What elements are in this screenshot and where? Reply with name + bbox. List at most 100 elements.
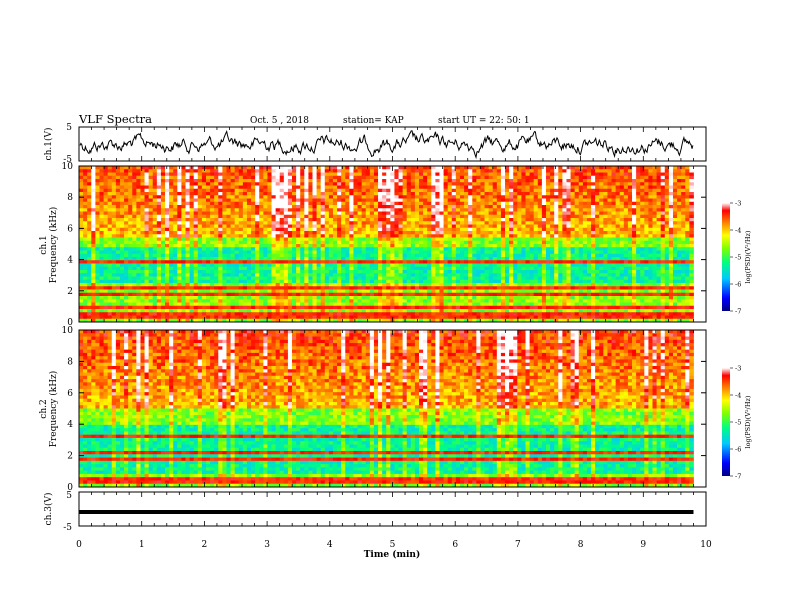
spectrogram-cell — [91, 221, 96, 225]
spectrogram-cell — [611, 172, 617, 177]
spectrogram-cell — [562, 182, 567, 186]
spectrogram-cell — [410, 188, 416, 193]
spectrogram-cell — [91, 250, 96, 255]
spectrogram-cell — [373, 179, 379, 183]
spectrogram-cell — [505, 234, 510, 238]
spectrogram-cell — [644, 260, 649, 264]
spectrogram-cell — [205, 250, 211, 255]
spectrogram-cell — [259, 227, 264, 232]
spectrogram-cell — [398, 221, 404, 225]
spectrogram-cell — [681, 208, 686, 212]
spectrogram-cell — [353, 253, 358, 258]
spectrogram-cell — [468, 208, 473, 212]
spectrogram-cell — [328, 227, 334, 232]
spectrogram-cell — [689, 247, 694, 251]
spectrogram-cell — [341, 237, 346, 242]
spectrogram-cell — [423, 195, 428, 199]
spectrogram-cell — [570, 182, 576, 186]
spectrogram-cell — [287, 172, 293, 177]
spectrogram-cell — [644, 195, 649, 199]
spectrogram-cell — [591, 253, 596, 258]
spectrogram-cell — [132, 240, 137, 245]
spectrogram-cell — [115, 273, 121, 277]
spectrogram-cell — [578, 214, 584, 219]
spectrogram-cell — [83, 270, 88, 274]
spectrogram-cell — [525, 266, 531, 271]
spectrogram-cell — [398, 253, 404, 258]
spectrogram-cell — [263, 234, 268, 238]
spectrogram-cell — [681, 182, 686, 186]
spectrogram-cell — [165, 224, 170, 229]
spectrogram-cell — [185, 198, 191, 203]
spectrogram-cell — [410, 253, 416, 258]
spectrogram-cell — [496, 201, 502, 206]
spectrogram-cell — [230, 234, 236, 238]
spectrogram-cell — [292, 201, 297, 206]
spectrogram-cell — [152, 195, 158, 199]
spectrogram-cell — [488, 172, 494, 177]
spectrogram-cell — [488, 234, 494, 238]
spectrogram-cell — [459, 257, 465, 261]
spectrogram-cell — [427, 266, 432, 271]
spectrogram-cell — [431, 270, 436, 274]
spectrogram-cell — [484, 172, 490, 177]
spectrogram-cell — [136, 172, 141, 177]
spectrogram-cell — [513, 253, 518, 258]
spectrogram-cell — [242, 211, 248, 216]
spectrogram-cell — [562, 192, 567, 196]
spectrogram-cell — [668, 188, 674, 193]
spectrogram-cell — [410, 237, 416, 242]
spectrogram-cell — [115, 175, 121, 180]
spectrogram-cell — [222, 244, 227, 248]
spectrogram-cell — [242, 221, 248, 225]
spectrogram-cell — [472, 237, 477, 242]
spectrogram-cell — [337, 179, 342, 183]
spectrogram-cell — [488, 182, 494, 186]
spectrogram-cell — [292, 266, 297, 271]
spectrogram-cell — [525, 253, 531, 258]
spectrogram-cell — [599, 182, 604, 186]
spectrogram-cell — [292, 214, 297, 219]
spectrogram-cell — [566, 169, 571, 173]
spectrogram-cell — [632, 195, 637, 199]
spectrogram-cell — [689, 214, 694, 219]
spectrogram-cell — [128, 263, 133, 268]
spectrogram-cell — [574, 172, 580, 177]
spectrogram-cell — [431, 257, 436, 261]
spectrogram-cell — [353, 214, 358, 219]
spectrogram-cell — [271, 188, 277, 193]
spectrogram-cell — [332, 218, 338, 222]
spectrogram-cell — [148, 234, 154, 238]
spectrogram-cell — [484, 257, 490, 261]
spectrogram-cell — [201, 182, 207, 186]
spectrogram-cell — [447, 247, 453, 251]
spectrogram-cell — [652, 227, 657, 232]
spectrogram-cell — [140, 185, 145, 190]
spectrogram-cell — [611, 179, 617, 183]
spectrogram-cell — [427, 231, 432, 235]
spectrogram-cell — [390, 195, 395, 199]
spectrogram-cell — [480, 221, 485, 225]
spectrogram-cell — [570, 257, 576, 261]
spectrogram-cell — [484, 250, 490, 255]
spectrogram-cell — [185, 273, 191, 277]
spectrogram-cell — [373, 234, 379, 238]
spectrogram-cell — [173, 169, 178, 173]
spectrogram-cell — [234, 214, 240, 219]
spectrogram-cell — [394, 221, 399, 225]
spectrogram-cell — [664, 266, 670, 271]
spectrogram-cell — [632, 214, 637, 219]
spectrogram-cell — [300, 260, 305, 264]
spectrogram-cell — [136, 221, 141, 225]
spectrogram-cell — [505, 185, 510, 190]
spectrogram-cell — [107, 195, 113, 199]
spectrogram-cell — [378, 198, 383, 203]
spectrogram-cell — [480, 188, 485, 193]
spectrogram-cell — [627, 214, 633, 219]
spectrogram-cell — [332, 247, 338, 251]
spectrogram-cell — [451, 270, 457, 274]
spectrogram-cell — [312, 234, 317, 238]
spectrogram-cell — [275, 247, 281, 251]
spectrogram-cell — [185, 240, 191, 245]
spectrogram-cell — [681, 250, 686, 255]
